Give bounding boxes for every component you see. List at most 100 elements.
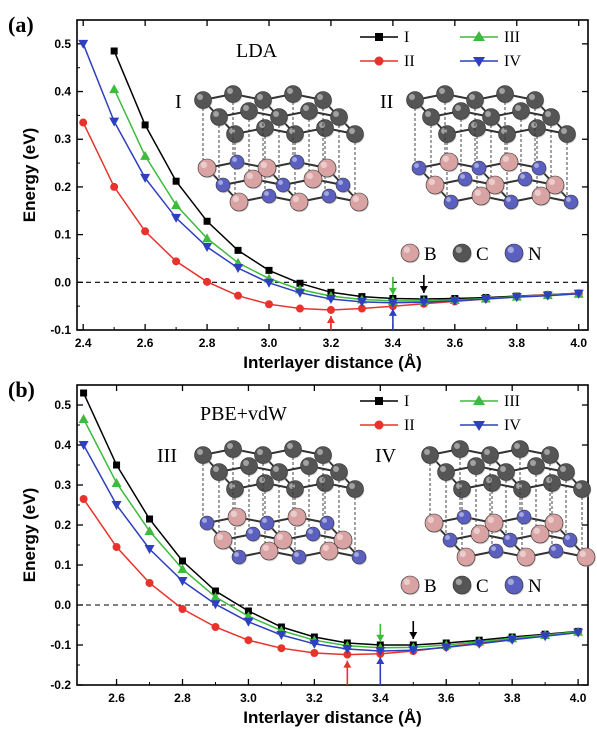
structure-right-hbn-atom-B — [530, 524, 550, 544]
data-point — [357, 304, 366, 313]
legend-marker — [374, 56, 384, 66]
legend-marker — [473, 421, 485, 431]
structure-right-graphene-atom-C-highlight — [560, 466, 567, 472]
structure-right-graphene-atom-C — [438, 125, 456, 143]
structure-illustrations — [194, 440, 596, 568]
structure-right-graphene-atom-C — [466, 91, 484, 109]
structure-right-graphene-atom-C — [573, 480, 591, 498]
structure-left-graphene-atom-C-highlight — [287, 88, 293, 94]
y-tick-label: 0.0 — [54, 598, 71, 612]
series-line-I — [82, 392, 579, 646]
structure-label-right: IV — [375, 445, 397, 467]
structure-right-hbn-atom-N — [503, 194, 519, 210]
structure-right-graphene-atom-C-highlight — [409, 94, 415, 100]
x-tick-label: 2.4 — [75, 336, 92, 350]
atom-key-icon-highlight — [455, 246, 462, 254]
structure-left-hbn-atom-N — [321, 188, 337, 204]
structure-left-hbn-atom-N-highlight — [294, 552, 299, 557]
data-point — [113, 461, 121, 469]
data-point — [79, 495, 88, 503]
structure-left-graphene-atom-C — [194, 446, 212, 464]
legend-marker — [375, 397, 383, 405]
structure-right-graphene-atom-C-highlight — [440, 466, 446, 472]
structure-right-hbn-atom-N — [457, 171, 473, 187]
x-tick-label: 3.8 — [504, 691, 521, 705]
structure-left-graphene-atom-C — [240, 102, 258, 120]
data-point — [418, 298, 429, 308]
minimum-arrow-II — [343, 660, 352, 685]
structure-left-hbn-atom-B — [319, 541, 339, 561]
structure-right-graphene-atom-C — [421, 446, 439, 464]
structure-left-graphene-atom-C — [270, 108, 288, 126]
data-point — [171, 200, 182, 210]
structure-right-hbn-atom-N-highlight — [445, 535, 450, 540]
structure-left-hbn-atom-B — [243, 169, 263, 189]
structure-right-hbn-atom-N-highlight — [505, 535, 510, 540]
structure-right-graphene-atom-C-highlight — [530, 460, 537, 466]
structure-right-graphene-atom-C — [513, 480, 531, 498]
structure-right-hbn-atom-N — [516, 509, 532, 525]
structure-left-hbn-atom-N-highlight — [322, 518, 327, 523]
data-point — [441, 643, 452, 653]
structure-left-graphene-atom-C — [314, 446, 332, 464]
y-tick-label: 0.4 — [54, 438, 71, 452]
legend-marker — [473, 57, 485, 67]
structure-left-graphene-atom-C-highlight — [229, 128, 235, 134]
y-axis-label: Energy (eV) — [20, 488, 39, 582]
atom-key-icon-highlight — [455, 578, 462, 585]
data-point — [80, 389, 88, 397]
structure-right-hbn-atom-N-highlight — [534, 163, 539, 168]
structure-right-graphene-atom-C-highlight — [545, 111, 552, 117]
structure-right-graphene-atom-C-highlight — [546, 477, 553, 483]
structure-right-hbn-atom-N-highlight — [491, 546, 496, 551]
x-tick-label: 2.6 — [108, 691, 125, 705]
arrow-head — [388, 308, 397, 316]
structure-right-graphene-atom-C — [483, 474, 501, 492]
structure-left-hbn-atom-B — [333, 530, 353, 550]
structure-left-hbn-atom-N — [261, 188, 277, 204]
structure-right-hbn-atom-B-highlight — [548, 178, 555, 186]
atom-key-label: C — [476, 576, 489, 597]
series-line-III — [82, 418, 579, 649]
minimum-arrow-II — [326, 315, 335, 330]
y-tick-label: 0.1 — [54, 558, 71, 572]
structure-right-hbn-atom-N — [531, 160, 547, 176]
structure-right-graphene-atom-C — [497, 463, 515, 481]
structure-right-graphene-atom-C-highlight — [484, 449, 490, 455]
data-point — [110, 182, 119, 191]
x-axis-label: Interlayer distance (Å) — [243, 353, 422, 372]
structure-right-hbn-atom-N-highlight — [460, 174, 465, 179]
structure-left-graphene-atom-C-highlight — [319, 122, 325, 128]
structure-left-hbn-atom-B — [227, 507, 247, 527]
data-point — [326, 305, 335, 314]
data-point — [177, 564, 188, 573]
structure-right-hbn-atom-B — [484, 513, 504, 533]
structure-right-hbn-atom-N — [502, 532, 518, 548]
structure-left-hbn-atom-B — [213, 530, 233, 550]
structure-left-hbn-atom-B — [317, 158, 337, 178]
x-tick-label: 3.0 — [261, 336, 278, 350]
structure-left-hbn-atom-B-highlight — [200, 161, 208, 169]
data-point — [78, 39, 89, 49]
structure-left-graphene-atom-C-highlight — [317, 449, 323, 455]
data-point — [141, 121, 149, 129]
structure-right-hbn-atom-N — [411, 160, 427, 176]
structure-right-hbn-atom-B — [456, 547, 476, 567]
structure-right-hbn-atom-B-highlight — [473, 527, 480, 534]
structure-right-graphene-atom-C — [452, 102, 470, 120]
structure-left-graphene-atom-C-highlight — [287, 443, 293, 449]
structure-right-graphene-atom-C-highlight — [425, 111, 431, 117]
x-tick-label: 3.8 — [508, 336, 525, 350]
structure-right-graphene-atom-C-highlight — [499, 88, 505, 94]
data-point — [474, 639, 485, 649]
structure-left-hbn-atom-B-highlight — [322, 544, 329, 551]
structure-right-hbn-atom-B-highlight — [534, 189, 541, 197]
structure-right-graphene-atom-C-highlight — [529, 94, 536, 100]
structure-left-graphene-atom-C — [286, 125, 304, 143]
structure-left-hbn-atom-N-highlight — [264, 191, 269, 196]
structure-right-graphene-atom-C — [512, 102, 530, 120]
structure-left-hbn-atom-N-highlight — [248, 529, 253, 534]
structure-left-graphene-atom-C-highlight — [243, 460, 249, 466]
structure-left-hbn-atom-B-highlight — [290, 510, 297, 517]
data-point — [265, 266, 273, 274]
